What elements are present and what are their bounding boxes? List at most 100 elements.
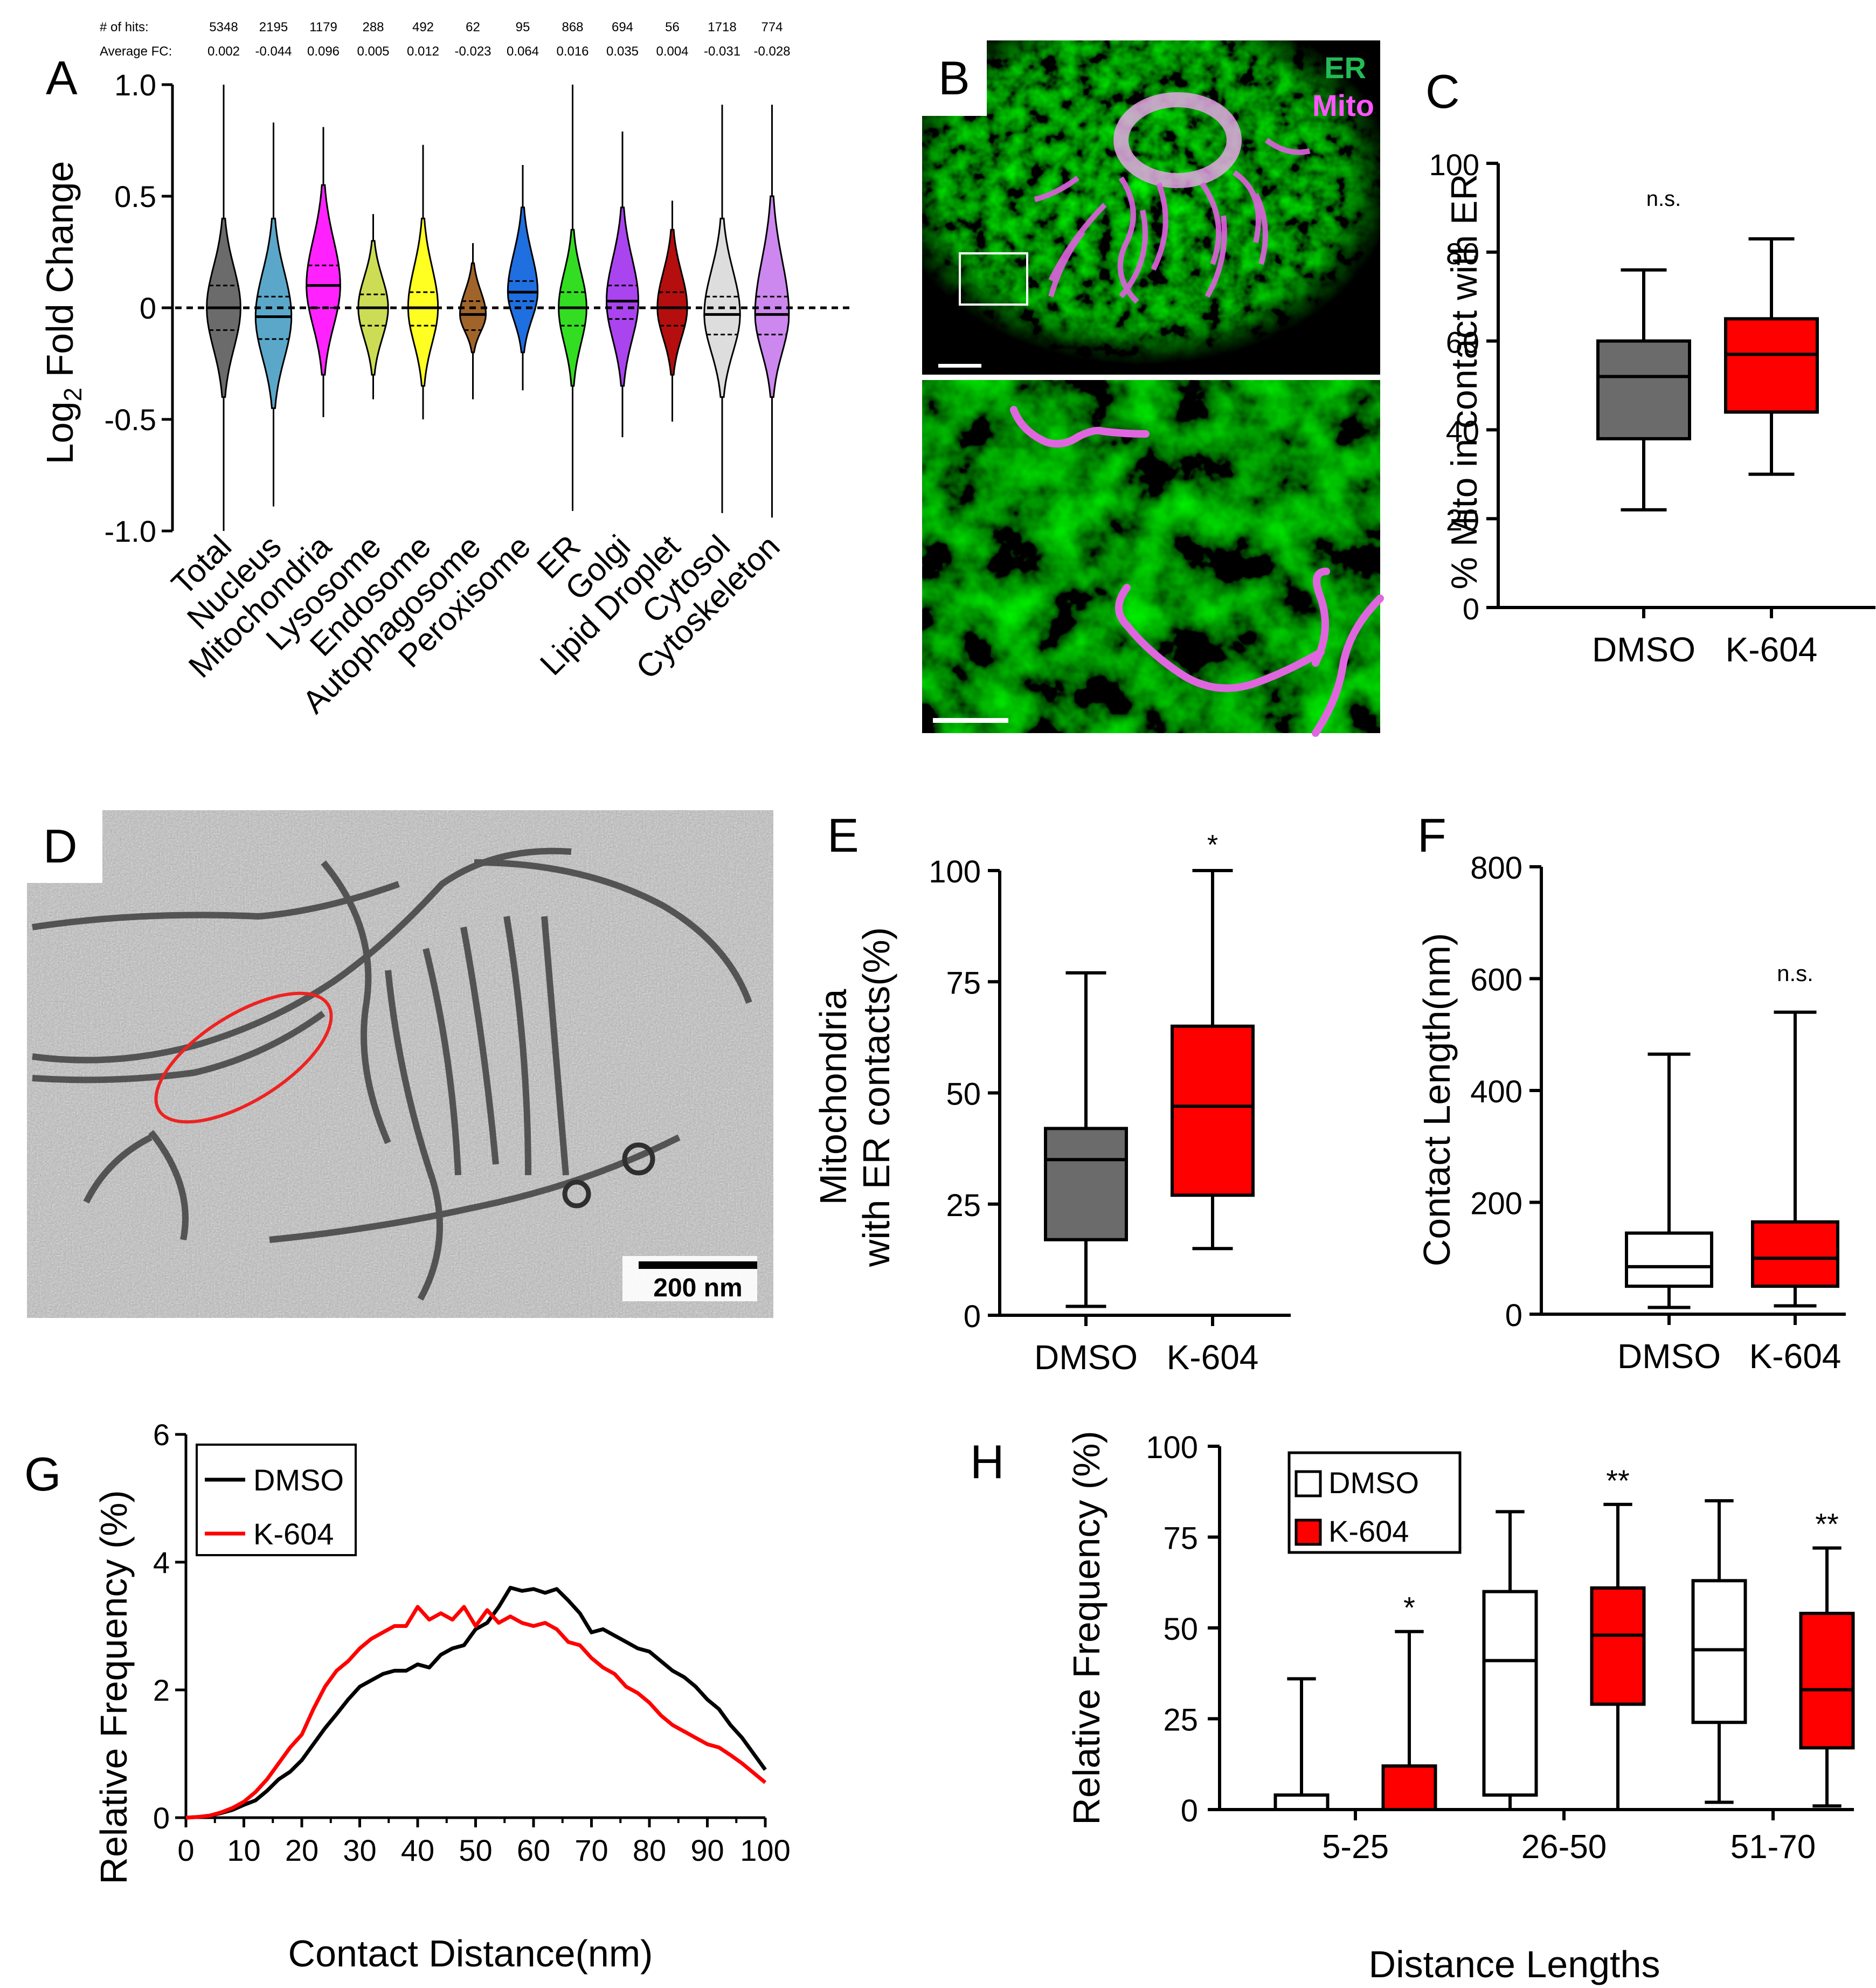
y-tick-label-a: -1.0 <box>105 514 157 548</box>
mito-network-overview <box>1034 137 1311 304</box>
hits-value: 95 <box>516 20 530 34</box>
series-line-dmso <box>185 1585 767 1820</box>
box-h-k-604 <box>1381 1764 1437 1812</box>
boxplot-c: 0 20 40 60 80 100 DMSO K-604 <box>1429 148 1875 669</box>
er-network-zoom <box>922 380 1380 733</box>
label-d-box <box>27 810 102 883</box>
box-h-dmso <box>1691 1579 1747 1724</box>
significance-e: * <box>1207 830 1218 861</box>
y-axis-a: 1.0 0.5 0 -0.5 -1.0 <box>105 68 174 548</box>
avg-fc-value: 0.064 <box>507 44 539 59</box>
panel-label-g: G <box>24 1447 61 1501</box>
y-tick-label: 20 <box>1446 503 1479 537</box>
significance-h: ** <box>1606 1464 1630 1497</box>
scale-label-em: 200 nm <box>653 1274 742 1302</box>
y-tick-label: 25 <box>946 1188 981 1223</box>
y-tick-label-h: 50 <box>1163 1612 1198 1647</box>
y-tick-label: 0 <box>964 1299 981 1334</box>
y-axis-label-g: Relative Frequency (%) <box>93 1490 135 1884</box>
y-tick-label-g: 4 <box>153 1545 170 1579</box>
hits-value: 694 <box>612 20 633 34</box>
legend-swatch-h <box>1294 1470 1322 1497</box>
avg-fc-value: 0.096 <box>307 44 340 59</box>
x-tick-label-g: 100 <box>740 1833 790 1867</box>
legend-label-g: DMSO <box>253 1463 344 1497</box>
x-tick-label: K-604 <box>1726 630 1818 669</box>
panel-label-c: C <box>1425 65 1460 118</box>
y-tick-label-g: 2 <box>153 1673 170 1707</box>
hits-value: 868 <box>562 20 583 34</box>
y-axis-label-e-line2: with ER contacts(%) <box>855 927 897 1267</box>
legend-er: ER <box>1324 51 1366 85</box>
hits-value: 1179 <box>309 20 337 34</box>
vesicle <box>622 1142 655 1176</box>
hits-value: 2195 <box>259 20 288 34</box>
x-tick-label: DMSO <box>1592 630 1695 669</box>
box-dmso <box>1044 1127 1128 1241</box>
avg-fc-values: 0.002 -0.044 0.096 0.005 0.012 -0.023 0.064 0.0… <box>207 44 791 59</box>
panel-label-b: B <box>938 51 970 105</box>
hits-values: 5348 2195 1179 288 492 62 95 868 694 56 1718 774 <box>209 20 783 34</box>
er-network-overview <box>922 40 1380 375</box>
boxplot-e: 0 25 50 75 100 DMSO K-604 <box>929 854 1291 1377</box>
avg-fc-value: 0.012 <box>407 44 439 59</box>
panel-g: G Relative Frequency (%) Contact Distanc… <box>24 1418 791 1975</box>
hits-value: 492 <box>412 20 434 34</box>
y-tick-label: 600 <box>1470 963 1522 998</box>
hits-value: 774 <box>761 20 783 34</box>
panel-label-d: D <box>43 819 78 873</box>
panel-label-e: E <box>827 809 859 862</box>
significance-c: n.s. <box>1646 187 1681 211</box>
y-tick-label: 200 <box>1470 1186 1522 1221</box>
violin-body <box>407 217 439 387</box>
violin-endosome <box>407 144 439 419</box>
x-tick-label: DMSO <box>1617 1337 1721 1376</box>
panel-a: A # of hits: Average FC: 5348 2195 1179 288… <box>39 20 852 720</box>
box-h-dmso <box>1482 1590 1538 1797</box>
avg-fc-value: -0.023 <box>454 44 491 59</box>
violin-body <box>254 217 293 409</box>
y-tick-label: 100 <box>1429 148 1479 182</box>
y-tick-label-a: 0.5 <box>114 180 156 213</box>
significance-h: * <box>1403 1591 1415 1625</box>
contact-site-highlight <box>154 991 333 1124</box>
y-tick-label-g: 6 <box>153 1418 170 1452</box>
x-tick-label-g: 0 <box>177 1833 194 1867</box>
box-h-k-604 <box>1799 1612 1855 1750</box>
avg-fc-value: -0.031 <box>704 44 740 59</box>
hits-row-label: # of hits: <box>100 20 149 34</box>
avg-fc-value: 0.016 <box>556 44 589 59</box>
violin-body <box>656 229 688 376</box>
y-tick-label-h: 75 <box>1163 1521 1198 1556</box>
avg-fc-value: 0.035 <box>606 44 639 59</box>
x-tick-label: DMSO <box>1034 1338 1138 1377</box>
x-tick-label-g: 20 <box>285 1833 319 1867</box>
hits-value: 56 <box>665 20 680 34</box>
y-tick-label: 400 <box>1470 1074 1522 1109</box>
x-tick-label: K-604 <box>1749 1337 1842 1376</box>
panel-f: F Contact Length(nm) n.s. 0 200 400 600 800 D… <box>1416 809 1846 1376</box>
panel-label-f: F <box>1417 809 1446 862</box>
x-tick-label-g: 30 <box>343 1833 376 1867</box>
y-axis-label-e-line1: Mitochondria <box>812 989 854 1205</box>
y-tick-label-h: 25 <box>1163 1703 1198 1738</box>
mito-zoom <box>1010 406 1384 737</box>
legend-label-h: K-604 <box>1328 1514 1409 1548</box>
y-tick-label: 50 <box>946 1077 981 1112</box>
violin-nucleus <box>254 122 293 507</box>
y-tick-label-a: 0 <box>140 291 156 325</box>
significance-h: ** <box>1815 1507 1839 1541</box>
panel-label-a: A <box>46 51 78 105</box>
hits-value: 5348 <box>209 20 238 34</box>
y-tick-label-g: 0 <box>153 1801 170 1835</box>
violin-cytoskeleton <box>754 105 790 518</box>
x-tick-label-g: 90 <box>690 1833 724 1867</box>
box-dmso <box>1625 1231 1713 1288</box>
hits-value: 1718 <box>708 20 736 34</box>
y-axis-label-h: Relative Frequency (%) <box>1065 1431 1107 1825</box>
label-b-box <box>922 40 987 116</box>
y-tick-label: 75 <box>946 965 981 1000</box>
x-tick-label-h: 51-70 <box>1730 1828 1816 1866</box>
